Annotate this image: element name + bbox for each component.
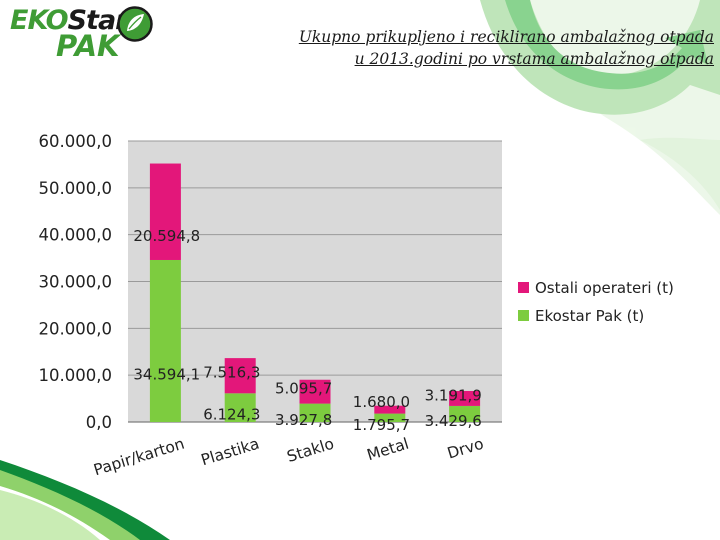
y-tick-label: 20.000,0 [39, 319, 112, 338]
bar-ostali-staklo [299, 379, 331, 404]
legend-label: Ekostar Pak (t) [535, 307, 644, 325]
logo-eko: EKO [10, 5, 69, 36]
y-tick-label: 50.000,0 [39, 179, 112, 198]
y-tick-label: 10.000,0 [39, 366, 112, 385]
legend: Ostali operateri (t) Ekostar Pak (t) [518, 279, 674, 325]
x-tick-label: Papir/karton [92, 435, 187, 480]
y-axis: 0,0 10.000,0 20.000,0 30.000,0 40.000,0 50.00… [39, 132, 112, 432]
y-tick-label: 0,0 [86, 413, 112, 432]
logo-text-pak: PAK [56, 29, 120, 63]
y-tick-label: 60.000,0 [39, 132, 112, 151]
data-label-ekostar: 6.124,3 [203, 406, 260, 424]
data-label-ekostar: 1.795,7 [353, 416, 410, 434]
recycle-arrow-decoration [465, 0, 720, 215]
x-axis: Papir/karton Plastika Staklo Metal Drvo [92, 435, 486, 480]
data-label-ekostar: 3.927,8 [275, 411, 332, 429]
x-tick-label: Drvo [445, 435, 486, 463]
bar-ekostar-drvo [449, 405, 481, 422]
bars: 34.594,1 20.594,8 6.124,3 7.516,3 3.927,8 5.0… [133, 163, 482, 434]
bar-ostali-drvo [449, 390, 481, 406]
legend-swatch [518, 310, 529, 321]
x-tick-label: Metal [365, 435, 411, 465]
y-tick-label: 40.000,0 [39, 226, 112, 245]
title-line-2: u 2013.godini po vrstama ambalažnog otpa… [354, 50, 714, 68]
data-label-ekostar: 3.429,6 [425, 412, 482, 430]
ekostar-pak-logo: EKOStar PAK [8, 4, 158, 63]
bar-ostali-plastika [224, 358, 256, 394]
legend-label: Ostali operateri (t) [535, 279, 674, 297]
data-label-ostali: 3.191,9 [425, 386, 482, 404]
bar-ekostar-metal [374, 413, 406, 422]
page-title: Ukupno prikupljeno i reciklirano ambalaž… [194, 26, 714, 70]
x-tick-label: Plastika [199, 435, 261, 470]
bar-ostali-metal [374, 405, 406, 414]
data-label-ostali: 7.516,3 [203, 364, 260, 382]
bottom-swoosh-decoration [0, 460, 170, 540]
data-label-ostali: 20.594,8 [133, 227, 200, 245]
title-line-1: Ukupno prikupljeno i reciklirano ambalaž… [298, 28, 714, 46]
bar-ekostar-plastika [224, 393, 256, 422]
x-tick-label: Staklo [285, 435, 336, 466]
y-tick-label: 30.000,0 [39, 273, 112, 292]
data-label-ostali: 5.095,7 [275, 380, 332, 398]
legend-swatch [518, 282, 529, 293]
bar-ekostar-staklo [299, 403, 331, 422]
data-label-ekostar: 34.594,1 [133, 365, 200, 383]
plot-area [128, 140, 502, 423]
bar-ekostar-papirkarton [149, 259, 181, 422]
data-label-ostali: 1.680,0 [353, 393, 410, 411]
globe-leaf-icon [117, 6, 153, 42]
bar-ostali-papirkarton [149, 163, 181, 260]
